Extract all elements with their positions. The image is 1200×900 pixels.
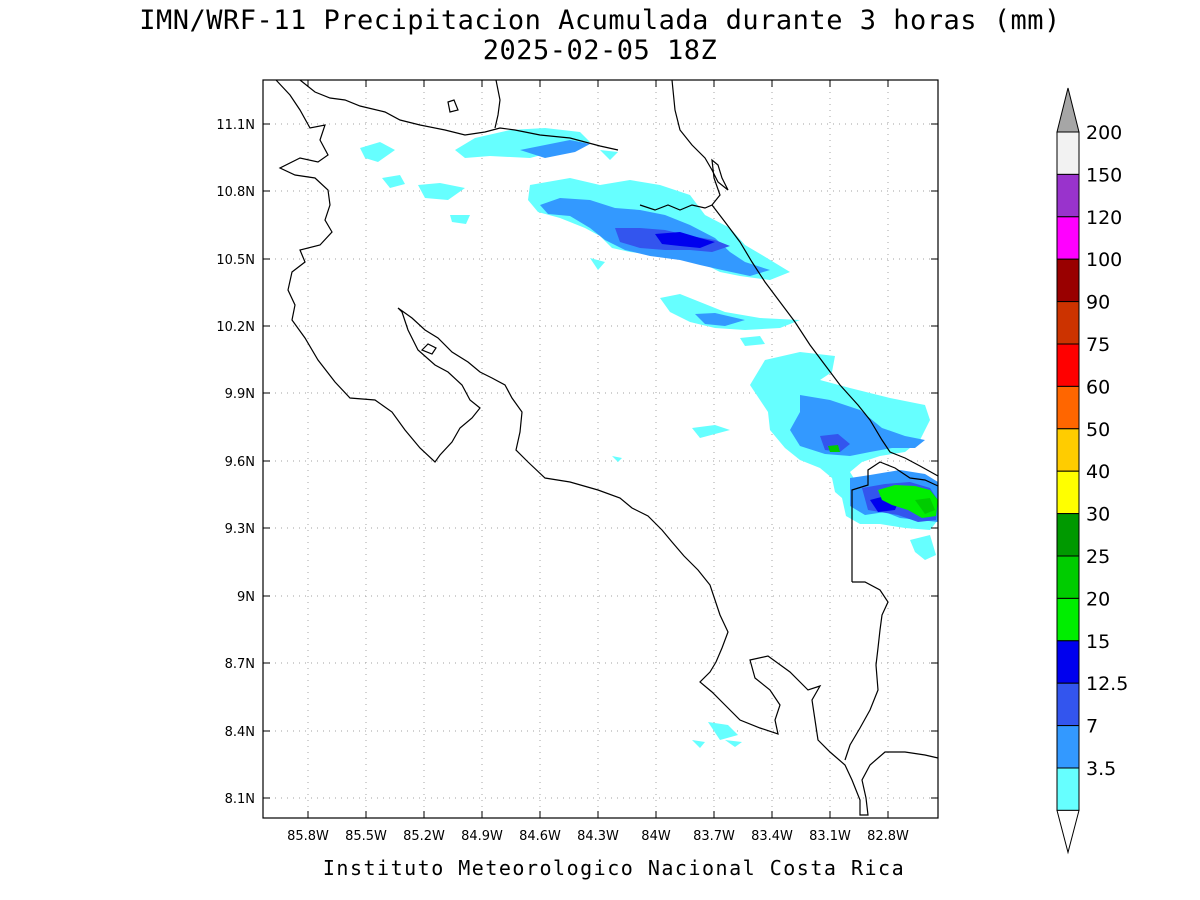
colorbar-label: 12.5 bbox=[1086, 673, 1128, 695]
x-tick-label: 85.5W bbox=[345, 829, 387, 844]
colorbar-top-arrow bbox=[1056, 87, 1080, 133]
colorbar-swatch bbox=[1056, 597, 1080, 642]
colorbar-bottom-arrow bbox=[1056, 809, 1080, 855]
x-axis: 85.8W 85.5W 85.2W 84.9W 84.6W 84.3W 84W 83.7W 83… bbox=[287, 80, 909, 844]
colorbar-label: 30 bbox=[1086, 504, 1110, 526]
colorbar-label: 120 bbox=[1086, 207, 1122, 229]
colorbar-swatch bbox=[1056, 555, 1080, 599]
map-title: IMN/WRF-11 Precipitacion Acumulada duran… bbox=[139, 5, 1061, 36]
x-tick-label: 84.6W bbox=[519, 829, 561, 844]
colorbar-label: 100 bbox=[1086, 249, 1122, 271]
colorbar-label: 20 bbox=[1086, 588, 1110, 610]
y-tick-label: 9N bbox=[237, 590, 255, 605]
y-tick-label: 8.7N bbox=[225, 657, 255, 672]
colorbar-label: 75 bbox=[1086, 334, 1110, 356]
colorbar-swatch bbox=[1056, 301, 1080, 345]
y-tick-label: 10.2N bbox=[216, 320, 255, 335]
y-tick-label: 10.5N bbox=[216, 253, 255, 268]
colorbar-swatch bbox=[1056, 343, 1080, 387]
colorbar-swatch bbox=[1056, 258, 1080, 303]
colorbar: 3.5 7 12.5 15 20 25 30 40 50 60 75 90 100 120 150 200 bbox=[1056, 87, 1128, 855]
y-axis: 11.1N 10.8N 10.5N 10.2N 9.9N 9.6N 9.3N 9N 8.7N 8.… bbox=[216, 118, 938, 807]
y-tick-label: 11.1N bbox=[216, 118, 255, 133]
x-tick-label: 84.3W bbox=[577, 829, 619, 844]
colorbar-swatch bbox=[1056, 640, 1080, 684]
colorbar-swatch bbox=[1056, 470, 1080, 515]
footer-credit: Instituto Meteorologico Nacional Costa R… bbox=[322, 856, 906, 880]
colorbar-swatch bbox=[1056, 216, 1080, 260]
colorbar-label: 15 bbox=[1086, 631, 1110, 653]
y-tick-label: 10.8N bbox=[216, 185, 255, 200]
y-tick-label: 9.9N bbox=[225, 387, 255, 402]
colorbar-swatch bbox=[1056, 725, 1080, 769]
x-tick-label: 83.1W bbox=[809, 829, 851, 844]
colorbar-swatch bbox=[1056, 767, 1080, 811]
x-tick-label: 82.8W bbox=[867, 829, 909, 844]
x-tick-label: 84.9W bbox=[461, 829, 503, 844]
colorbar-label: 90 bbox=[1086, 292, 1110, 314]
colorbar-swatch bbox=[1056, 513, 1080, 557]
colorbar-label: 7 bbox=[1086, 716, 1098, 738]
colorbar-swatch bbox=[1056, 682, 1080, 727]
x-tick-label: 85.2W bbox=[403, 829, 445, 844]
colorbar-label: 3.5 bbox=[1086, 758, 1116, 780]
colorbar-swatch bbox=[1056, 131, 1080, 175]
colorbar-label: 25 bbox=[1086, 546, 1110, 568]
x-tick-label: 84W bbox=[641, 829, 671, 844]
map-frame bbox=[262, 79, 939, 819]
x-tick-label: 83.4W bbox=[751, 829, 793, 844]
colorbar-label: 40 bbox=[1086, 461, 1110, 483]
colorbar-swatch bbox=[1056, 428, 1080, 472]
colorbar-label: 50 bbox=[1086, 419, 1110, 441]
colorbar-swatch bbox=[1056, 385, 1080, 430]
x-tick-label: 83.7W bbox=[693, 829, 735, 844]
colorbar-label: 200 bbox=[1086, 122, 1122, 144]
colorbar-label: 150 bbox=[1086, 164, 1122, 186]
y-tick-label: 9.6N bbox=[225, 455, 255, 470]
coastlines bbox=[275, 79, 939, 816]
colorbar-label: 60 bbox=[1086, 376, 1110, 398]
map-date: 2025-02-05 18Z bbox=[482, 35, 718, 66]
y-tick-label: 9.3N bbox=[225, 522, 255, 537]
x-tick-label: 85.8W bbox=[287, 829, 329, 844]
colorbar-swatch bbox=[1056, 173, 1080, 218]
y-tick-label: 8.1N bbox=[225, 792, 255, 807]
rain-level-25 bbox=[828, 445, 935, 514]
precipitation-field bbox=[360, 128, 938, 748]
y-tick-label: 8.4N bbox=[225, 725, 255, 740]
